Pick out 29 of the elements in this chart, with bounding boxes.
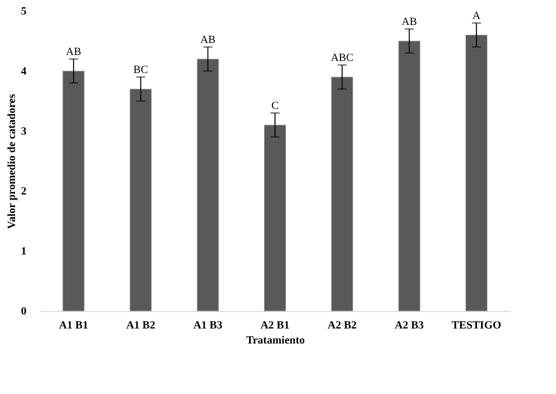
bar [465, 34, 488, 312]
annotation: A [472, 10, 480, 22]
bar [196, 58, 219, 312]
annotation: AB [66, 46, 82, 58]
x-tick-label: A1 B3 [193, 320, 223, 332]
x-tick-label: TESTIGO [452, 320, 502, 332]
annotation: ABC [330, 52, 354, 64]
bar [62, 70, 85, 312]
x-tick-label: A1 B2 [126, 320, 156, 332]
x-axis-title: Tratamiento [246, 334, 306, 346]
y-tick-label: 3 [21, 126, 27, 138]
annotation: C [271, 100, 279, 112]
x-tick-label: A2 B1 [260, 320, 290, 332]
y-tick-label: 4 [21, 66, 27, 78]
y-axis-title: Valor promedio de catadores [6, 93, 18, 229]
bar [331, 76, 354, 312]
bar [130, 88, 152, 312]
bar [264, 124, 286, 312]
x-tick-label: A1 B1 [59, 320, 88, 332]
y-tick-label: 0 [21, 306, 27, 318]
x-tick-label: A2 B3 [394, 320, 424, 332]
y-tick-label: 1 [21, 246, 26, 258]
annotation: AB [402, 16, 417, 28]
bar [398, 40, 420, 312]
x-tick-label: A2 B2 [328, 320, 358, 332]
annotation: BC [133, 64, 148, 76]
y-tick-label: 5 [21, 6, 27, 18]
y-tick-label: 2 [21, 186, 27, 198]
annotation: AB [200, 34, 216, 46]
